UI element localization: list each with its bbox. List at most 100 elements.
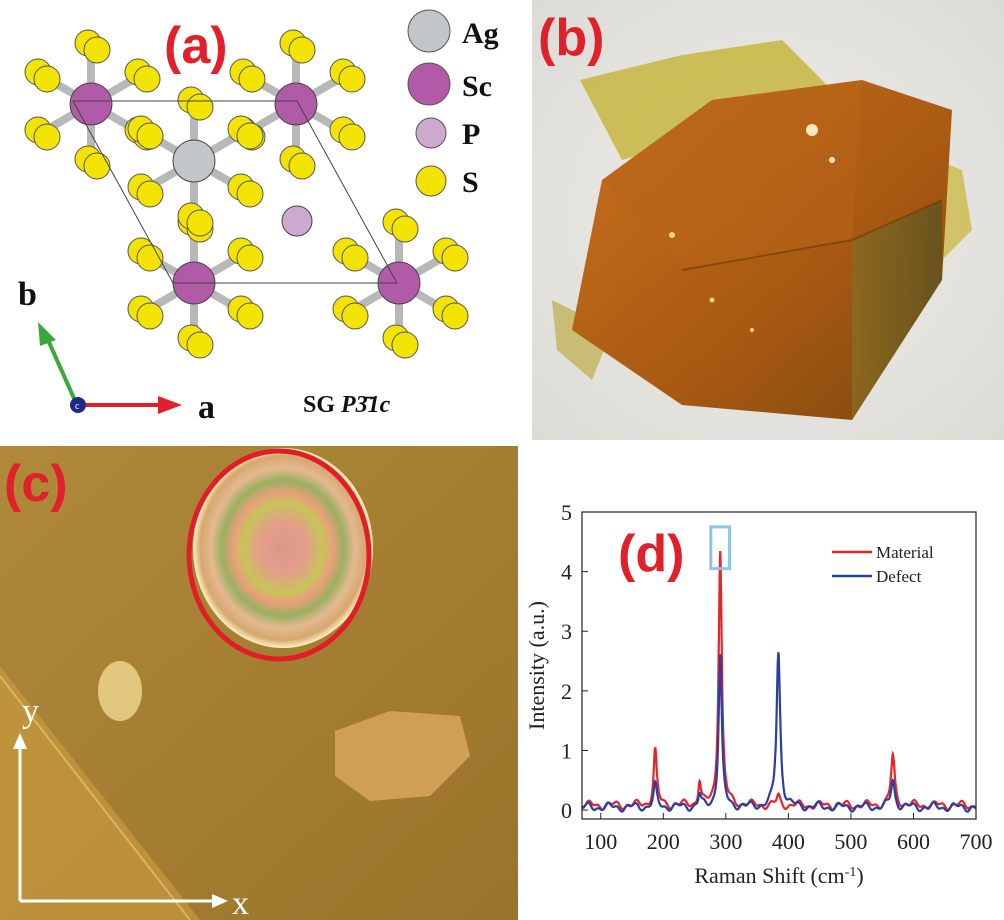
panel-b-label: (b) <box>538 9 605 67</box>
x-axis-title: Raman Shift (cm-1) <box>694 863 863 888</box>
a-axis-label: a <box>198 389 215 426</box>
panel-d-raman-chart: 100 200 300 400 500 600 700 0 1 2 3 4 5 Material Def… <box>520 446 1004 920</box>
s-atom <box>288 152 316 180</box>
lattice-axes: c b a <box>18 276 215 426</box>
legend-p-label: P <box>462 118 480 151</box>
legend-sc-swatch <box>407 62 451 106</box>
s-atom <box>236 302 264 330</box>
x-tick-label: 400 <box>772 829 805 854</box>
legend-sc-label: Sc <box>462 70 492 103</box>
s-atom <box>236 180 264 208</box>
legend-material-label: Material <box>876 543 934 562</box>
y-tick-label: 1 <box>561 738 572 763</box>
panel-c-label: (c) <box>4 455 68 513</box>
newton-rings <box>193 448 373 648</box>
s-atom <box>83 152 111 180</box>
y-tick-label: 2 <box>561 679 572 704</box>
micrograph-image: y x <box>0 446 518 920</box>
s-atom <box>338 123 366 151</box>
y-tick-label: 3 <box>561 619 572 644</box>
highlight-ellipse <box>186 448 372 662</box>
s-atom <box>33 123 61 151</box>
legend-s-swatch <box>415 165 447 197</box>
panel-d-label: (d) <box>618 525 685 583</box>
x-tick-label: 600 <box>897 829 930 854</box>
s-atom <box>236 244 264 272</box>
s-atom <box>136 180 164 208</box>
legend-p-swatch <box>415 117 447 149</box>
x-axis-title-sup: -1 <box>845 865 857 880</box>
c-axis-dot <box>70 397 86 413</box>
panel-c-optical-micrograph: y x (c) <box>0 446 518 920</box>
crystal-flake-top <box>580 40 832 160</box>
y-axis-arrowhead <box>13 733 27 749</box>
x-axis-label: x <box>232 885 249 920</box>
x-tick-label: 700 <box>960 829 993 854</box>
bubble-region <box>335 711 470 801</box>
ag-atom <box>172 139 216 183</box>
legend-s-label: S <box>462 166 479 199</box>
s-atom <box>136 302 164 330</box>
s-atom <box>186 209 214 237</box>
crystal-structure-diagram: Ag Sc P S c b a SG P3̄1c <box>18 9 499 426</box>
sc-atom <box>69 82 113 126</box>
plot-frame <box>581 511 977 820</box>
s-atom <box>136 122 164 150</box>
b-axis-arrowhead <box>38 322 56 346</box>
unit-cell-outline <box>72 100 398 284</box>
s-atom <box>341 302 369 330</box>
s-atom <box>441 302 469 330</box>
panel-a-label: (a) <box>164 17 228 75</box>
legend-ag-label: Ag <box>462 17 499 50</box>
x-tick-label: 200 <box>647 829 680 854</box>
s-atom <box>391 331 419 359</box>
legend-defect-label: Defect <box>876 567 922 586</box>
s-atom <box>136 244 164 272</box>
s-atom <box>391 215 419 243</box>
x-tick-label: 500 <box>834 829 867 854</box>
y-tick-label: 0 <box>561 798 572 823</box>
y-tick-label: 4 <box>561 560 572 585</box>
panel-a-crystal-structure: Ag Sc P S c b a SG P3̄1c (a) <box>0 0 530 440</box>
s-atom <box>236 122 264 150</box>
raman-chart: 100 200 300 400 500 600 700 0 1 2 3 4 5 Material Def… <box>524 500 993 888</box>
s-atom <box>288 36 316 64</box>
space-group-label: SG P3̄1c <box>303 392 391 418</box>
y-axis-label: y <box>22 693 39 730</box>
x-axis-title-text: Raman Shift (cm <box>694 863 844 888</box>
panel-b-crystal-photo: (b) <box>532 0 1004 440</box>
sc-atom <box>274 82 318 126</box>
crystal-top-face <box>602 80 862 270</box>
crystal-side-face <box>852 200 942 420</box>
s-atom <box>441 244 469 272</box>
x-axis-arrowhead <box>212 894 228 908</box>
sparkle-3 <box>669 232 675 238</box>
s-atom <box>33 65 61 93</box>
a-axis-arrowhead <box>158 396 182 414</box>
p-atom <box>281 205 313 237</box>
s-atom <box>341 244 369 272</box>
flake-edge-line <box>0 675 191 920</box>
element-legend: Ag Sc P S <box>407 9 499 199</box>
x-tick-label: 300 <box>709 829 742 854</box>
space-group-prefix: SG <box>303 392 341 418</box>
s-atom <box>338 65 366 93</box>
space-group-symbol: P3̄1c <box>340 392 391 418</box>
b-axis-arrow <box>46 339 79 406</box>
x-axis-title-end: ) <box>856 863 863 888</box>
s-atom <box>238 65 266 93</box>
crystal-photo-image <box>532 0 1004 440</box>
c-axis-label: c <box>75 401 80 412</box>
chart-legend: Material Defect <box>832 543 934 586</box>
y-axis-title: Intensity (a.u.) <box>524 601 549 730</box>
crystal-flake-left <box>552 300 612 380</box>
b-axis-label: b <box>18 276 37 313</box>
sparkle-4 <box>750 328 754 332</box>
s-atom <box>83 36 111 64</box>
peak-highlight-box <box>709 525 732 571</box>
s-atom <box>186 93 214 121</box>
sparkle-5 <box>709 297 715 303</box>
bright-spot <box>98 661 142 721</box>
sparkle-2 <box>829 157 835 163</box>
s-atom <box>186 331 214 359</box>
